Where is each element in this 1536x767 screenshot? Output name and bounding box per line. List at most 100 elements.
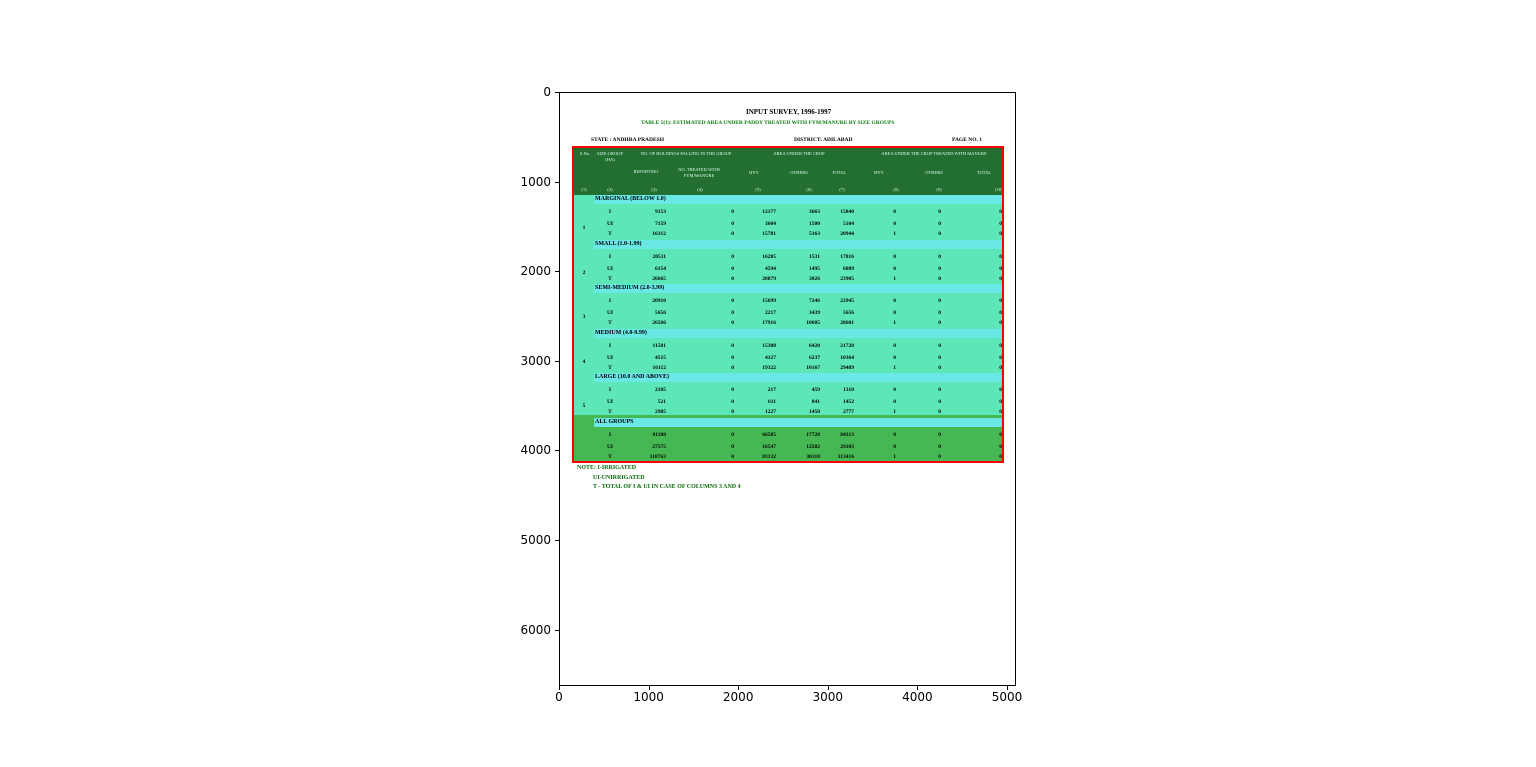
serial-number: 4 — [582, 358, 586, 365]
table-cell: 0 — [938, 342, 941, 349]
table-cell: 0 — [938, 453, 941, 460]
table-cell: I — [608, 209, 612, 215]
column-number: (1) — [581, 187, 587, 192]
table-cell: 21728 — [840, 342, 854, 349]
table-cell: 26566 — [652, 320, 666, 326]
table-cell: 0 — [893, 399, 896, 405]
table-cell: 1 — [893, 275, 896, 282]
table-cell: 9153 — [655, 209, 666, 215]
size-group-header: SMALL (1.0-1.99) — [594, 239, 1002, 249]
table-cell: 0 — [938, 354, 941, 361]
table-cell: 20910 — [652, 298, 666, 304]
table-cell: T — [608, 231, 612, 237]
table-cell: 0 — [999, 275, 1002, 282]
table-cell: 0 — [999, 231, 1002, 237]
table-cell: 0 — [893, 310, 896, 316]
table-cell: 0 — [999, 310, 1002, 316]
plot-axes — [559, 92, 1016, 686]
table-cell: 30310 — [806, 453, 820, 460]
header-size-group: SIZE GROUP (HA) — [597, 151, 623, 162]
size-group-header: LARGE (10.0 AND ABOVE) — [594, 373, 1002, 382]
table-cell: 0 — [731, 443, 734, 450]
table-header: S.No. SIZE GROUP (HA) NO. OF HOLDINGS FA… — [574, 148, 1002, 195]
table-cell: 0 — [731, 231, 734, 237]
table-cell: UI — [606, 443, 614, 450]
table-cell: 7246 — [809, 298, 820, 304]
table-cell: 0 — [731, 221, 734, 227]
table-cell: 1227 — [765, 409, 776, 415]
x-tick-label: 4000 — [902, 690, 933, 704]
table-cell: UI — [606, 221, 614, 227]
table-cell: T — [608, 320, 612, 326]
table-cell: 0 — [731, 399, 734, 405]
x-tick-label: 5000 — [991, 690, 1023, 704]
note-unirrigated: UI-UNIRRIGATED — [593, 475, 645, 481]
y-tick-label: 1000 — [520, 174, 551, 189]
survey-title: INPUT SURVEY, 1996-1997 — [746, 108, 832, 116]
x-tick-mark — [1007, 686, 1008, 690]
table-cell: 113416 — [837, 453, 854, 460]
table-cell: 27575 — [652, 443, 666, 450]
table-cell: 2777 — [843, 409, 854, 415]
table-cell: 17816 — [840, 253, 854, 260]
header-reporting: REPORTING — [633, 169, 659, 174]
x-tick-mark — [827, 686, 829, 690]
table-cell: 611 — [768, 399, 776, 405]
table-cell: 16547 — [762, 443, 776, 450]
table-cell: 0 — [999, 209, 1002, 215]
x-tick-label: 3000 — [812, 690, 844, 704]
table-cell: I — [608, 253, 612, 260]
header-total-manure: TOTAL — [976, 170, 992, 175]
table-cell: 2985 — [655, 409, 666, 415]
header-hyv-manure: HYV — [874, 170, 884, 175]
y-tick-mark — [555, 271, 559, 273]
table-cell: UI — [606, 265, 614, 272]
table-cell: 0 — [999, 354, 1002, 361]
table-cell: 0 — [999, 443, 1002, 450]
table-cell: 5656 — [655, 310, 666, 316]
table-cell: 118763 — [649, 453, 666, 460]
header-area: AREA UNDER THE CROP — [773, 151, 825, 156]
size-group-header: MARGINAL (BELOW 1.0) — [594, 195, 1002, 204]
x-tick-mark — [917, 686, 919, 690]
table-cell: 0 — [999, 387, 1002, 393]
column-number: (5) — [755, 187, 761, 192]
table-cell: 1452 — [843, 399, 854, 405]
table-cell: 66585 — [762, 431, 776, 438]
table-cell: 19322 — [762, 364, 776, 371]
table-cell: 0 — [999, 399, 1002, 405]
size-group-header: MEDIUM (4.0-9.99) — [594, 328, 1002, 338]
table-cell: 15308 — [762, 342, 776, 349]
table-cell: 0 — [999, 298, 1002, 304]
table-cell: 0 — [893, 354, 896, 361]
table-cell: 1 — [893, 409, 896, 415]
table-cell: 0 — [731, 298, 734, 304]
table-cell: 3663 — [809, 209, 820, 215]
table-cell: I — [608, 342, 612, 349]
header-sno: S.No. — [579, 151, 591, 156]
y-tick-mark — [555, 629, 559, 631]
table-cell: 1495 — [809, 265, 820, 272]
table-cell: 0 — [893, 443, 896, 450]
table-cell: 29103 — [840, 443, 854, 450]
table-cell: 0 — [893, 265, 896, 272]
header-others-manure: OTHERS — [925, 170, 943, 175]
y-tick-mark — [555, 181, 559, 183]
table-cell: 0 — [893, 253, 896, 260]
table-cell: 841 — [811, 399, 820, 405]
table-cell: 521 — [657, 399, 666, 405]
table-cell: 83132 — [762, 453, 776, 460]
table-cell: 0 — [938, 364, 941, 371]
x-tick-mark — [738, 686, 740, 690]
table-cell: 17916 — [762, 320, 776, 326]
table-cell: 3439 — [809, 310, 820, 316]
table-cell: 0 — [893, 209, 896, 215]
table-cell: 459 — [811, 387, 820, 393]
table-cell: 0 — [938, 387, 941, 393]
table-cell: 0 — [999, 431, 1002, 438]
y-tick-label: 4000 — [520, 443, 551, 458]
table-cell: T — [608, 364, 612, 371]
table-cell: 1310 — [843, 387, 854, 393]
table-cell: 20944 — [840, 231, 854, 237]
table-cell: 16312 — [652, 231, 666, 237]
